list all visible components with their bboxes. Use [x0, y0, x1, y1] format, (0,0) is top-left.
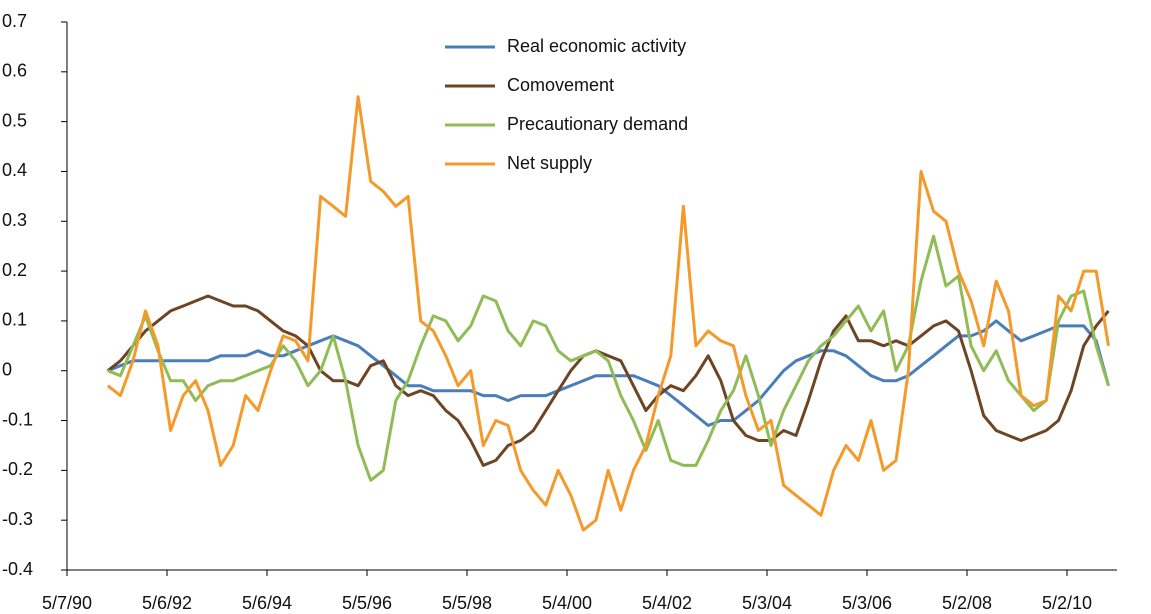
- series-line: [106, 95, 1110, 532]
- y-tick-label: -0.2: [2, 459, 33, 479]
- x-tick-label: 5/5/98: [442, 593, 492, 613]
- y-tick-label: -0.4: [2, 559, 33, 579]
- x-tick-label: 5/7/90: [42, 593, 92, 613]
- x-tick-label: 5/6/92: [142, 593, 192, 613]
- x-tick-label: 5/6/94: [242, 593, 292, 613]
- y-tick-label: 0.6: [2, 61, 27, 81]
- legend-label: Precautionary demand: [507, 114, 688, 134]
- y-tick-label: 0.3: [2, 210, 27, 230]
- y-tick-label: 0.5: [2, 110, 27, 130]
- x-tick-label: 5/3/06: [842, 593, 892, 613]
- y-tick-label: 0.2: [2, 260, 27, 280]
- x-tick-label: 5/4/00: [542, 593, 592, 613]
- x-tick-label: 5/2/08: [942, 593, 992, 613]
- y-tick-label: -0.1: [2, 409, 33, 429]
- x-tick-label: 5/2/10: [1042, 593, 1092, 613]
- y-tick-label: 0: [2, 359, 12, 379]
- y-tick-label: 0.1: [2, 310, 27, 330]
- series-line: [106, 294, 1110, 467]
- x-tick-label: 5/4/02: [642, 593, 692, 613]
- y-tick-label: -0.3: [2, 509, 33, 529]
- legend-label: Comovement: [507, 75, 614, 95]
- x-tick-label: 5/5/96: [342, 593, 392, 613]
- legend-label: Real economic activity: [507, 36, 686, 56]
- x-tick-label: 5/3/04: [742, 593, 792, 613]
- y-tick-label: 0.4: [2, 160, 27, 180]
- legend-label: Net supply: [507, 153, 592, 173]
- y-tick-label: 0.7: [2, 11, 27, 31]
